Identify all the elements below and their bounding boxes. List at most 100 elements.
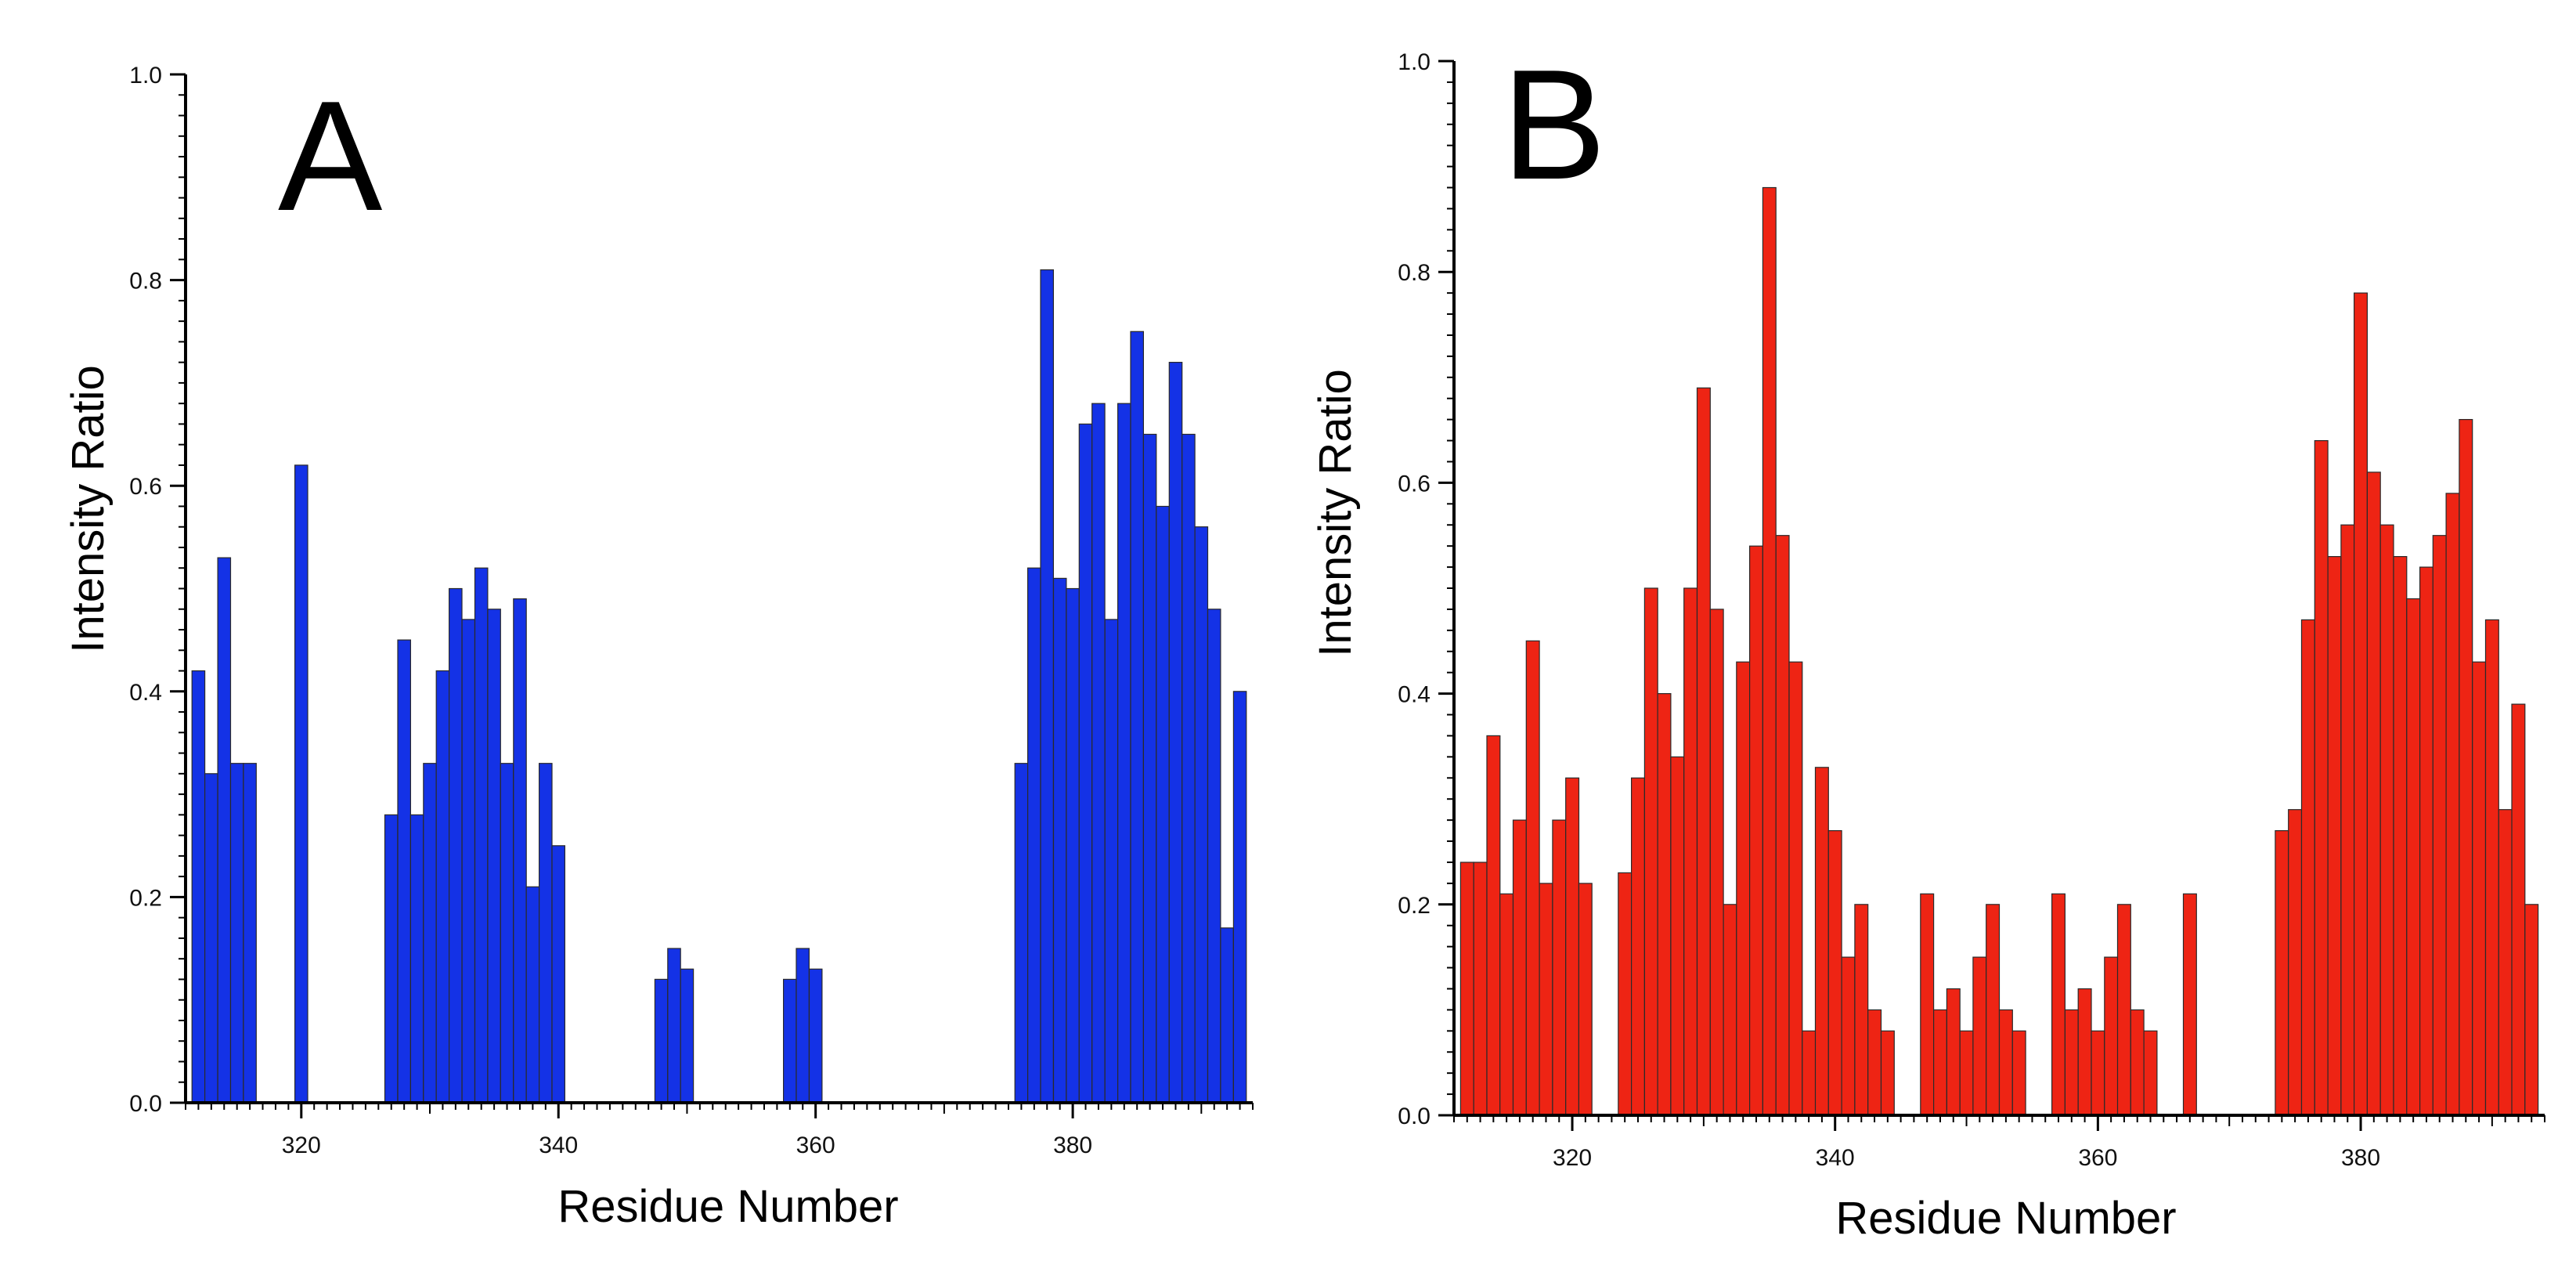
bar-b-residue-327 [1657, 692, 1672, 1116]
bar-a-residue-391 [1207, 609, 1221, 1104]
y-tick-label-a: 0.4 [129, 680, 162, 706]
y-tick-label-b: 0.4 [1398, 682, 1431, 708]
bar-b-residue-352 [1986, 904, 2001, 1116]
bar-a-residue-329 [409, 814, 424, 1104]
bar-a-residue-337 [513, 598, 527, 1104]
bar-a-residue-387 [1156, 505, 1170, 1104]
bar-a-residue-320 [294, 464, 308, 1104]
bar-b-residue-334 [1749, 545, 1764, 1116]
x-tick-label-a: 320 [282, 1133, 321, 1158]
bar-b-residue-380 [2354, 292, 2369, 1116]
bar-b-residue-383 [2393, 555, 2408, 1116]
y-axis-title-b: Intensity Ratio [1310, 369, 1361, 657]
bar-b-residue-321 [1578, 883, 1593, 1116]
bar-a-residue-334 [474, 567, 489, 1104]
bar-b-residue-336 [1775, 535, 1790, 1116]
bar-a-residue-348 [654, 978, 669, 1104]
y-tick-label-b: 1.0 [1398, 49, 1431, 75]
x-tick-label-a: 380 [1053, 1133, 1092, 1158]
bar-b-residue-350 [1959, 1030, 1974, 1116]
x-tick-label-b: 380 [2341, 1145, 2380, 1171]
bar-a-residue-385 [1130, 331, 1144, 1104]
bar-a-residue-328 [397, 639, 411, 1104]
bar-b-residue-384 [2406, 598, 2421, 1116]
bar-b-residue-315 [1499, 893, 1514, 1116]
bar-b-residue-362 [2116, 904, 2131, 1116]
bar-b-residue-326 [1643, 587, 1658, 1116]
bar-a-residue-332 [448, 587, 463, 1104]
bar-b-residue-341 [1841, 956, 1856, 1116]
bar-b-residue-360 [2091, 1030, 2105, 1116]
y-tick-label-a: 0.2 [129, 885, 162, 911]
bar-b-residue-382 [2379, 524, 2394, 1116]
bar-b-residue-344 [1880, 1030, 1895, 1116]
bar-a-residue-339 [538, 763, 553, 1104]
y-tick-label-a: 0.8 [129, 269, 162, 294]
bar-a-residue-312 [191, 670, 206, 1104]
bar-b-residue-353 [1998, 1009, 2013, 1116]
x-tick-label-b: 360 [2078, 1145, 2117, 1171]
bar-b-residue-330 [1696, 387, 1711, 1116]
bar-b-residue-377 [2314, 439, 2329, 1116]
bar-b-residue-359 [2077, 988, 2092, 1116]
panel-a: A 0.0 0.2 0.4 0.6 0.8 1.0 320 340 360 380 Intensi… [63, 63, 1254, 1232]
bar-a-residue-350 [680, 968, 695, 1104]
y-tick-label-b: 0.0 [1398, 1104, 1431, 1129]
bar-a-residue-336 [500, 763, 514, 1104]
bar-b-residue-392 [2511, 703, 2526, 1116]
bar-b-residue-348 [1933, 1009, 1948, 1116]
axes-b: 0.0 0.2 0.4 0.6 0.8 1.0 320 340 360 380 [1398, 49, 2545, 1171]
panel-letter-b: B [1502, 38, 1606, 212]
bar-a-residue-327 [384, 814, 399, 1104]
bar-b-residue-316 [1512, 819, 1527, 1116]
bar-b-residue-390 [2484, 619, 2499, 1116]
x-axis-title-a: Residue Number [557, 1181, 898, 1232]
bar-b-residue-386 [2432, 535, 2447, 1116]
bar-a-residue-340 [551, 845, 565, 1104]
bar-a-residue-314 [217, 557, 232, 1104]
bar-b-residue-333 [1736, 661, 1751, 1116]
bar-b-residue-317 [1525, 640, 1540, 1116]
bar-b-residue-332 [1723, 904, 1737, 1116]
y-axis-title-a: Intensity Ratio [63, 365, 114, 653]
panel-letter-a: A [278, 69, 383, 244]
bar-a-residue-330 [423, 763, 437, 1104]
y-tick-label-a: 1.0 [129, 63, 162, 89]
bar-a-residue-377 [1026, 567, 1041, 1104]
bar-b-residue-388 [2459, 418, 2473, 1116]
x-tick-label-a: 340 [539, 1133, 578, 1158]
bar-b-residue-339 [1814, 767, 1829, 1116]
bar-b-residue-391 [2498, 809, 2513, 1116]
bar-b-residue-337 [1788, 661, 1803, 1116]
bar-a-residue-316 [243, 763, 257, 1104]
bar-a-residue-389 [1182, 433, 1196, 1104]
bar-a-residue-393 [1232, 691, 1247, 1104]
bar-b-residue-378 [2327, 555, 2342, 1116]
bar-b-residue-376 [2300, 619, 2315, 1116]
bars-a [191, 269, 1247, 1104]
bar-b-residue-361 [2104, 956, 2119, 1116]
bar-b-residue-320 [1565, 777, 1580, 1116]
bar-b-residue-331 [1709, 609, 1724, 1116]
bar-b-residue-343 [1867, 1009, 1882, 1116]
bar-a-residue-384 [1117, 403, 1131, 1104]
bar-a-residue-338 [525, 886, 540, 1104]
bar-a-residue-392 [1220, 927, 1234, 1104]
bar-b-residue-338 [1802, 1030, 1817, 1116]
y-tick-label-b: 0.6 [1398, 471, 1431, 497]
bar-a-residue-335 [487, 609, 501, 1104]
bar-a-residue-315 [229, 763, 244, 1104]
bar-b-residue-358 [2064, 1009, 2079, 1116]
bar-a-residue-376 [1014, 763, 1029, 1104]
bar-b-residue-312 [1459, 862, 1474, 1116]
bar-b-residue-328 [1670, 756, 1685, 1116]
bar-b-residue-385 [2419, 566, 2434, 1116]
bar-b-residue-374 [2275, 829, 2289, 1116]
bar-b-residue-314 [1486, 735, 1501, 1116]
bar-b-residue-381 [2366, 471, 2381, 1116]
bar-b-residue-313 [1473, 862, 1488, 1116]
bar-a-residue-386 [1142, 433, 1157, 1104]
bar-b-residue-379 [2340, 524, 2355, 1116]
bar-b-residue-335 [1762, 186, 1777, 1116]
x-tick-label-b: 340 [1816, 1145, 1855, 1171]
